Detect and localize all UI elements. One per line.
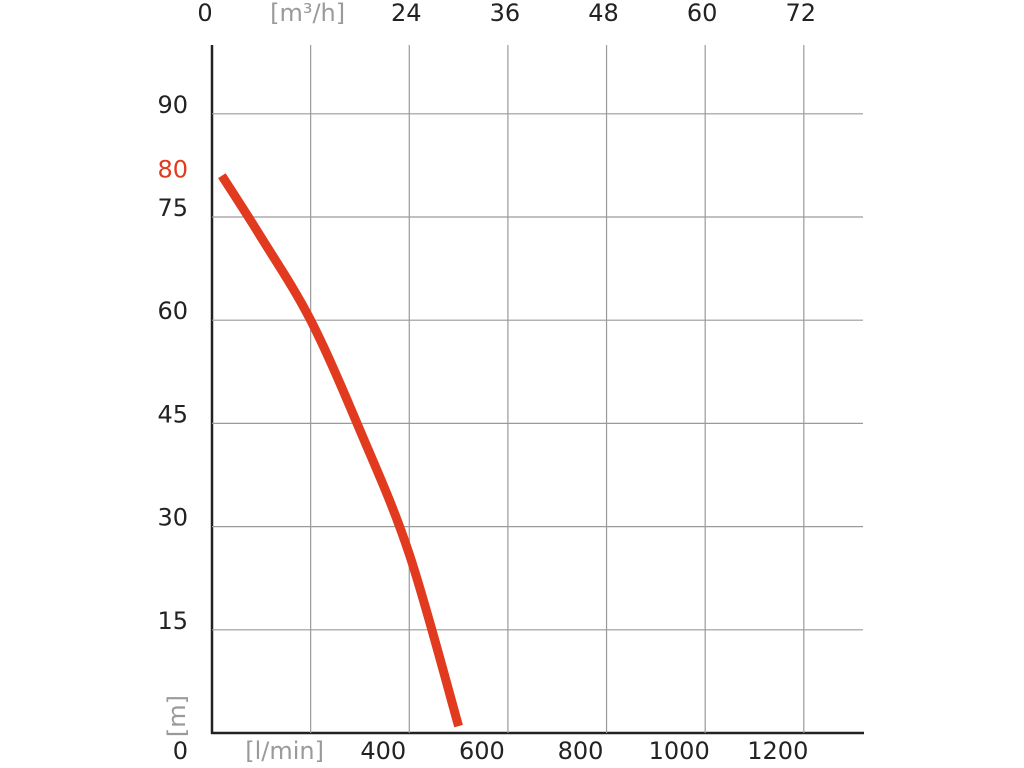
x2-tick-label: 72 bbox=[786, 0, 817, 27]
y-tick-label: 30 bbox=[157, 504, 188, 532]
y-tick-label: 45 bbox=[157, 400, 188, 428]
x-tick-label: [l/min] bbox=[245, 737, 324, 765]
x-tick-label: 600 bbox=[459, 737, 505, 765]
x2-tick-label: 36 bbox=[490, 0, 521, 27]
x-tick-label: 400 bbox=[360, 737, 406, 765]
annotation: 80 bbox=[157, 156, 188, 184]
y-tick-label: 90 bbox=[157, 91, 188, 119]
x2-tick-label: [m³/h] bbox=[270, 0, 345, 27]
x-tick-label: 1200 bbox=[747, 737, 808, 765]
x2-tick-label: 24 bbox=[391, 0, 422, 27]
y-tick-label: 60 bbox=[157, 297, 188, 325]
y-tick-label: 0 bbox=[173, 737, 188, 765]
x2-tick-label: 60 bbox=[687, 0, 718, 27]
x2-tick-label: 48 bbox=[588, 0, 619, 27]
x-tick-label: 1000 bbox=[649, 737, 710, 765]
y-axis-label: [m] bbox=[163, 695, 191, 737]
x2-tick-label: 0 bbox=[197, 0, 212, 27]
curve bbox=[218, 173, 463, 728]
x-tick-label: 800 bbox=[558, 737, 604, 765]
y-tick-label: 15 bbox=[157, 607, 188, 635]
y-tick-label: 75 bbox=[157, 194, 188, 222]
